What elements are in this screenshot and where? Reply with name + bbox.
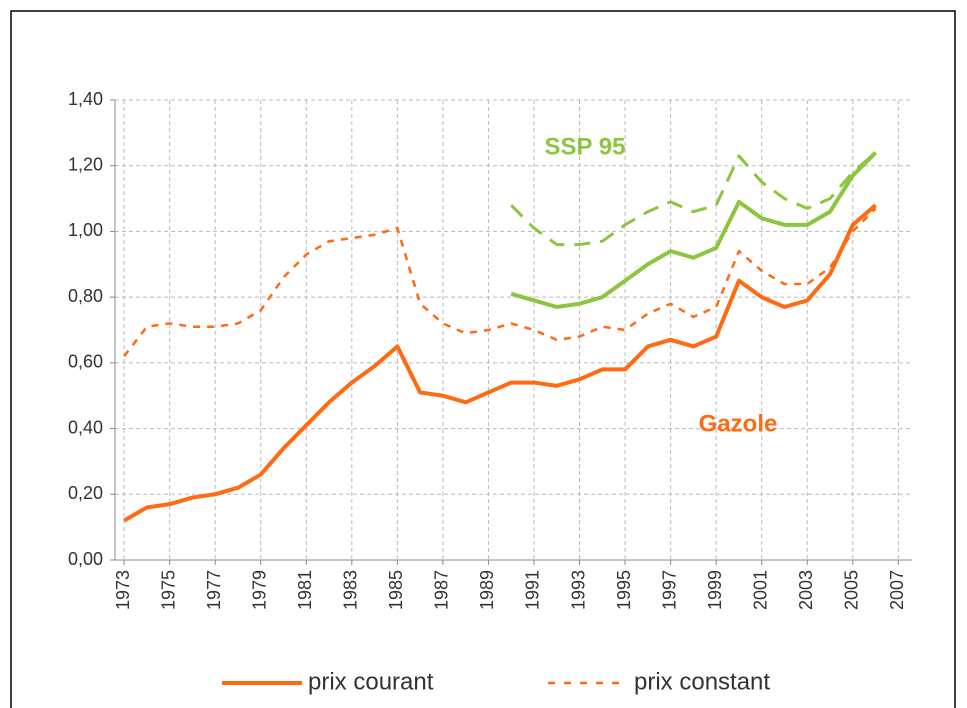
x-tick-label: 1973: [113, 570, 133, 610]
x-tick-label: 2007: [887, 570, 907, 610]
series-line: [510, 151, 877, 309]
x-tick-label: 1999: [705, 570, 725, 610]
y-tick-label: 1,00: [68, 220, 103, 240]
x-tick-label: 2001: [750, 570, 770, 610]
y-tick-label: 0,00: [68, 549, 103, 569]
x-tick-label: 2005: [842, 570, 862, 610]
y-tick-label: 0,80: [68, 286, 103, 306]
annotation: SSP 95: [545, 133, 626, 160]
x-tick-label: 1989: [477, 570, 497, 610]
x-tick-label: 1981: [295, 570, 315, 610]
x-tick-label: 1975: [158, 570, 178, 610]
legend-label: prix courant: [308, 668, 434, 695]
x-tick-label: 1985: [386, 570, 406, 610]
x-tick-label: 1995: [614, 570, 634, 610]
x-tick-label: 2003: [796, 570, 816, 610]
y-tick-label: 0,20: [68, 483, 103, 503]
y-tick-label: 0,60: [68, 352, 103, 372]
y-tick-label: 0,40: [68, 417, 103, 437]
y-tick-label: 1,40: [68, 89, 103, 109]
x-tick-label: 1983: [341, 570, 361, 610]
x-tick-label: 1977: [204, 570, 224, 610]
x-tick-label: 1987: [432, 570, 452, 610]
legend-label: prix constant: [634, 668, 770, 695]
frame: [10, 10, 956, 708]
series-line: [123, 203, 877, 523]
series-line: [123, 207, 877, 358]
x-tick-label: 1979: [249, 570, 269, 610]
y-tick-label: 1,20: [68, 154, 103, 174]
x-tick-label: 1993: [568, 570, 588, 610]
series-line: [510, 151, 877, 247]
x-tick-label: 1991: [523, 570, 543, 610]
annotation: Gazole: [699, 410, 778, 437]
x-tick-label: 1997: [659, 570, 679, 610]
